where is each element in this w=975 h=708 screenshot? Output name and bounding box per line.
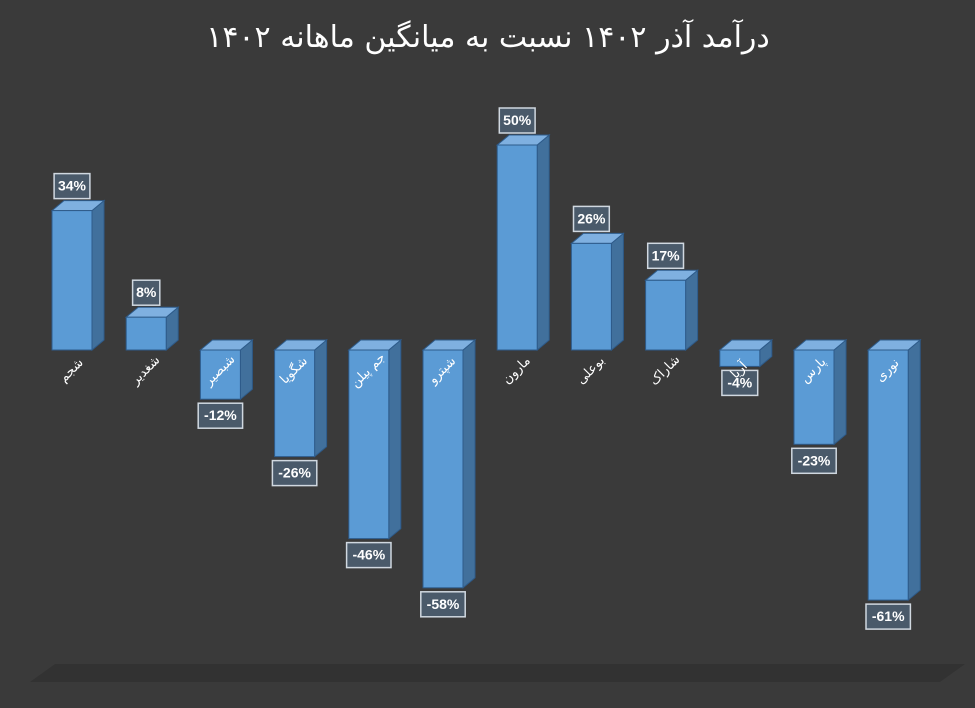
data-label-box [197, 402, 244, 429]
data-label-box [53, 172, 91, 200]
category-label: شاراک [647, 352, 683, 388]
data-label-box [420, 591, 466, 618]
category-label: شجم [56, 355, 86, 385]
data-label: -4% [727, 374, 752, 390]
chart-floor [30, 664, 965, 682]
data-label: -61% [872, 608, 905, 624]
bar [125, 316, 167, 351]
data-label: 17% [652, 247, 681, 263]
bar [199, 349, 241, 400]
data-label: -23% [798, 452, 831, 468]
data-label: 26% [577, 210, 606, 226]
bar [51, 210, 93, 351]
bar-side [314, 338, 328, 458]
data-label-box [646, 242, 685, 270]
bar-group: -46%جم پیلن [345, 338, 403, 569]
data-label: -12% [204, 407, 237, 423]
data-label: -46% [352, 547, 385, 563]
data-label-box [721, 369, 759, 397]
bar-side [462, 338, 476, 589]
bar [422, 349, 464, 589]
bar-group: -61%نوری [865, 338, 922, 630]
bar [867, 349, 909, 601]
bar [645, 279, 687, 351]
bar-series: 34% شجم 8% شغدیر -12%شبصیر -26%شگویا -46%جم پی… [50, 107, 922, 630]
bar [348, 349, 390, 540]
data-label-box [131, 279, 161, 306]
bar-group: -23%پارس [791, 338, 848, 475]
bar-group: 50% مارون [495, 107, 551, 388]
bar [496, 144, 538, 351]
data-label: 34% [58, 178, 87, 194]
bar-group: 17% شاراک [644, 242, 699, 389]
data-label-box [791, 447, 837, 475]
bar-group: -26%شگویا [271, 338, 328, 487]
chart-title: درآمد آذر ۱۴۰۲ نسبت به میانگین ماهانه ۱۴… [206, 19, 770, 55]
category-label: بوعلی [574, 353, 608, 387]
bar-group: 26% بوعلی [570, 205, 625, 388]
bar-side [907, 338, 921, 602]
bar-group: 8% شغدیر [124, 279, 180, 389]
data-label-box [865, 603, 912, 630]
bar-group: -12%شبصیر [197, 338, 254, 429]
bar-side [610, 232, 624, 352]
data-label-box [498, 107, 536, 134]
bar-group: -4%آریا [718, 338, 774, 397]
category-label: مارون [500, 354, 534, 388]
data-label: 8% [136, 284, 157, 300]
bar-side [388, 338, 402, 540]
bar-side [685, 269, 699, 352]
bar-side [536, 133, 550, 352]
category-label: شغدیر [127, 353, 163, 389]
bar [719, 349, 761, 367]
bar-side [833, 338, 847, 446]
data-label: -58% [427, 596, 460, 612]
bar [793, 349, 835, 445]
data-label: 50% [503, 112, 532, 128]
data-label-box [271, 459, 318, 487]
bar-group: -58%شپترو [420, 338, 477, 618]
bar [274, 349, 316, 458]
data-label-box [572, 205, 611, 233]
data-label: -26% [278, 465, 311, 481]
data-label-box [345, 541, 392, 569]
bar [570, 242, 612, 351]
bar-group: 34% شجم [50, 172, 106, 386]
bar-side [91, 199, 105, 352]
